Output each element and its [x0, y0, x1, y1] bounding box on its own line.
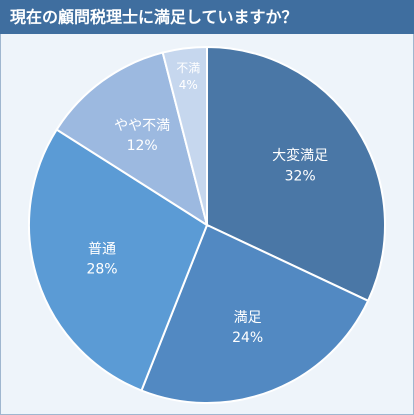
value-label: 12% — [127, 138, 158, 154]
pie-slice — [55, 51, 209, 228]
pie-slice — [161, 45, 208, 226]
pie-slice — [140, 223, 370, 404]
slice-label: 大変満足 — [272, 147, 328, 164]
value-label: 32% — [285, 168, 316, 184]
title-bar — [0, 0, 414, 34]
slice-label: 満足 — [234, 310, 262, 326]
chart-title: 現在の顧問税理士に満足していますか？ — [10, 8, 298, 27]
slice-label: 普通 — [88, 241, 116, 257]
value-label: 24% — [232, 330, 263, 346]
slice-label: 不満 — [176, 61, 200, 75]
pie-slice — [206, 45, 386, 303]
pie-slice — [28, 128, 209, 392]
slice-label: やや不満 — [114, 118, 170, 134]
value-label: 28% — [86, 262, 117, 278]
value-label: 4% — [179, 78, 198, 92]
